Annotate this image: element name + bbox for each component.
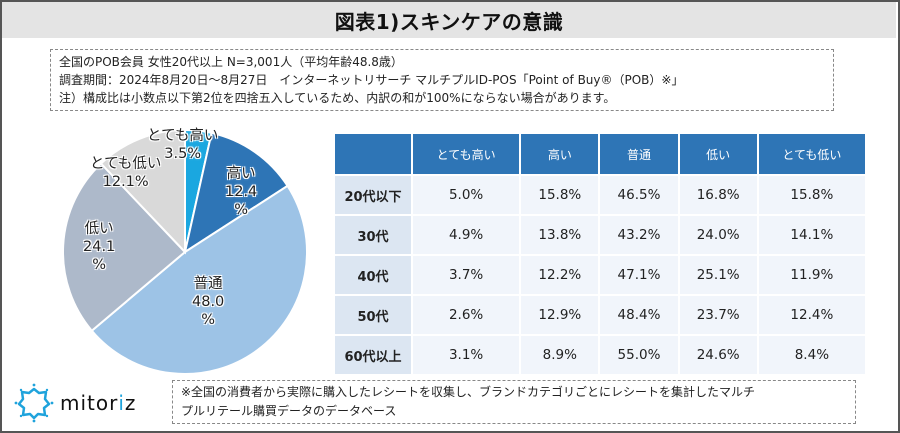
survey-info-box: 全国のPOB会員 女性20代以上 N=3,001人（平均年齢48.8歳） 調査期… <box>50 49 834 111</box>
figure-title: 図表1)スキンケアの意識 <box>334 9 564 34</box>
row-label: 50代 <box>335 296 411 334</box>
table-cell: 16.8% <box>679 176 757 214</box>
info-line-period: 調査期間：2024年8月20日～8月27日 インターネットリサーチ マルチプルI… <box>59 73 684 87</box>
table-cell: 55.0% <box>600 336 678 374</box>
table-cell: 12.4% <box>758 296 865 334</box>
pie-slice-very-low <box>99 128 186 255</box>
table-cell: 8.4% <box>758 336 865 374</box>
table-cell: 13.8% <box>521 216 599 254</box>
table-row: 40代 3.7% 12.2% 47.1% 25.1% 11.9% <box>335 256 865 294</box>
table-cell: 48.4% <box>600 296 678 334</box>
table-header-corner <box>335 134 411 174</box>
table-row: 50代 2.6% 12.9% 48.4% 23.7% 12.4% <box>335 296 865 334</box>
table-cell: 12.2% <box>521 256 599 294</box>
pie-label-high: 高い 12.4 % <box>225 166 258 218</box>
pie-chart: とても高い 3.5% 高い 12.4 % 普通 48.0 % 低い 24.1 %… <box>55 125 315 380</box>
table-row: 30代 4.9% 13.8% 43.2% 24.0% 14.1% <box>335 216 865 254</box>
table-cell: 12.9% <box>521 296 599 334</box>
table-header-high: 高い <box>521 134 599 174</box>
row-label: 40代 <box>335 256 411 294</box>
table-cell: 14.1% <box>758 216 865 254</box>
table-cell: 11.9% <box>758 256 865 294</box>
table-header-low: 低い <box>679 134 757 174</box>
title-bar: 図表1)スキンケアの意識 <box>2 2 896 38</box>
table-cell: 23.7% <box>679 296 757 334</box>
table-cell: 3.1% <box>413 336 520 374</box>
pob-footnote-box: ※全国の消費者から実際に購入したレシートを収集し、ブランドカテゴリごとにレシート… <box>172 380 856 424</box>
table-cell: 24.0% <box>679 216 757 254</box>
table-cell: 2.6% <box>413 296 520 334</box>
table-cell: 3.7% <box>413 256 520 294</box>
footnote-line-2: プルリテール購買データのデータベース <box>181 404 397 418</box>
pie-slice-normal <box>90 184 308 375</box>
pie-slice-high <box>183 131 289 255</box>
table-header-very-low: とても低い <box>758 134 865 174</box>
table-cell: 8.9% <box>521 336 599 374</box>
info-line-note: 注）構成比は小数点以下第2位を四捨五入しているため、内訳の和が100%にならない… <box>59 91 616 105</box>
table-cell: 24.6% <box>679 336 757 374</box>
table-cell: 47.1% <box>600 256 678 294</box>
pie-label-very-low: とても低い 12.1% <box>90 156 162 190</box>
table-header-row: とても高い 高い 普通 低い とても低い <box>335 134 865 174</box>
info-line-sample: 全国のPOB会員 女性20代以上 N=3,001人（平均年齢48.8歳） <box>59 55 403 69</box>
table-cell: 5.0% <box>413 176 520 214</box>
table-cell: 4.9% <box>413 216 520 254</box>
mitoriz-logo: mitoriz <box>14 383 136 423</box>
mitoriz-logo-text: mitoriz <box>60 391 137 415</box>
table-cell: 15.8% <box>758 176 865 214</box>
table-row: 60代以上 3.1% 8.9% 55.0% 24.6% 8.4% <box>335 336 865 374</box>
row-label: 60代以上 <box>335 336 411 374</box>
table-cell: 43.2% <box>600 216 678 254</box>
table-cell: 46.5% <box>600 176 678 214</box>
table-header-very-high: とても高い <box>413 134 520 174</box>
pie-slice-low <box>62 162 187 333</box>
footnote-line-1: ※全国の消費者から実際に購入したレシートを収集し、ブランドカテゴリごとにレシート… <box>181 385 756 399</box>
pie-label-very-high: とても高い 3.5% <box>147 128 219 162</box>
table-cell: 25.1% <box>679 256 757 294</box>
mitoriz-logo-icon <box>14 383 54 423</box>
row-label: 20代以下 <box>335 176 411 214</box>
table-cell: 15.8% <box>521 176 599 214</box>
pie-label-normal: 普通 48.0 % <box>192 276 225 328</box>
row-label: 30代 <box>335 216 411 254</box>
age-breakdown-table: とても高い 高い 普通 低い とても低い 20代以下 5.0% 15.8% 46… <box>333 132 867 376</box>
pie-svg <box>62 128 308 375</box>
table-header-normal: 普通 <box>600 134 678 174</box>
table-row: 20代以下 5.0% 15.8% 46.5% 16.8% 15.8% <box>335 176 865 214</box>
pie-label-low: 低い 24.1 % <box>83 221 116 273</box>
